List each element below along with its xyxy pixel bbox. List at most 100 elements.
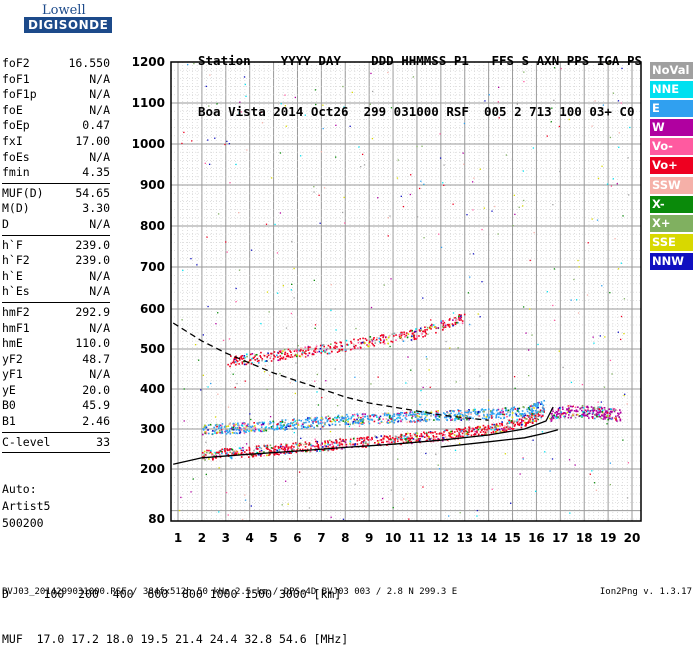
echo-point [309, 443, 311, 446]
echo-point [516, 418, 519, 421]
echo-point [613, 407, 616, 410]
echo-point [316, 450, 318, 452]
noise-point [629, 126, 631, 129]
echo-point [505, 423, 508, 425]
profile-dashed-profile [172, 322, 489, 421]
echo-point [304, 446, 307, 448]
echo-point [241, 354, 244, 357]
noise-point [320, 151, 323, 153]
echo-point [383, 339, 385, 341]
echo-point [390, 438, 392, 441]
echo-point [402, 340, 405, 342]
echo-point [273, 428, 276, 431]
echo-point [607, 418, 610, 421]
echo-point [342, 440, 344, 442]
echo-point [365, 437, 368, 439]
echo-point [533, 407, 535, 409]
echo-point [382, 418, 385, 420]
echo-point [252, 452, 254, 454]
noise-point [208, 105, 210, 107]
echo-point [341, 443, 343, 446]
param-value: N/A [89, 149, 110, 164]
echo-point [214, 424, 217, 427]
noise-point [387, 71, 389, 74]
noise-point [534, 490, 537, 493]
echo-point [587, 409, 589, 411]
echo-point [204, 432, 207, 435]
echo-point [418, 415, 421, 418]
noise-point [443, 184, 445, 186]
echo-point [315, 418, 318, 420]
noise-point [550, 121, 552, 123]
echo-point [446, 411, 448, 414]
echo-point [530, 411, 533, 413]
echo-point [302, 443, 305, 446]
echo-point [449, 435, 452, 437]
noise-point [183, 131, 185, 134]
echo-point [230, 451, 233, 454]
echo-point [284, 429, 286, 431]
echo-point [373, 414, 375, 416]
echo-point [397, 440, 399, 443]
echo-point [534, 414, 536, 417]
echo-point [512, 407, 515, 409]
echo-point [307, 349, 310, 351]
echo-point [207, 429, 209, 431]
echo-point [609, 410, 612, 413]
noise-point [334, 156, 337, 158]
noise-point [370, 72, 372, 75]
echo-point [361, 441, 363, 443]
echo-point [214, 432, 216, 434]
noise-point [610, 185, 613, 187]
noise-point [329, 430, 332, 433]
echo-point [393, 439, 395, 442]
echo-point [411, 417, 413, 419]
noise-point [279, 372, 281, 375]
echo-point [610, 411, 613, 413]
echo-point [261, 421, 264, 424]
echo-point [214, 456, 217, 459]
echo-point [511, 416, 514, 419]
echo-point [239, 431, 242, 434]
echo-point [312, 353, 315, 356]
noise-point [238, 212, 240, 214]
echo-point [315, 345, 318, 348]
echo-point [323, 345, 325, 348]
echo-point [422, 330, 424, 333]
echo-point [485, 418, 488, 420]
echo-point [444, 326, 447, 328]
noise-point [430, 319, 432, 321]
echo-point [344, 444, 347, 447]
echo-point [278, 359, 281, 362]
echo-point [476, 430, 478, 432]
echo-point [542, 411, 545, 413]
echo-point [307, 426, 309, 428]
echo-point [278, 448, 281, 451]
echo-point [468, 427, 471, 430]
echo-point [503, 428, 505, 431]
echo-point [297, 447, 299, 450]
echo-point [336, 441, 338, 443]
echo-point [256, 422, 259, 425]
echo-point [269, 420, 271, 423]
noise-point [343, 106, 345, 108]
noise-point [325, 380, 327, 382]
echo-point [373, 337, 375, 339]
noise-point [522, 457, 524, 459]
echo-point [598, 411, 601, 414]
echo-point [225, 428, 228, 430]
echo-point [329, 420, 332, 423]
echo-point [459, 413, 462, 415]
echo-point [361, 420, 364, 423]
echo-point [461, 435, 463, 438]
echo-point [435, 435, 438, 438]
echo-point [327, 419, 329, 421]
legend-noval: NoVal [650, 62, 693, 79]
muf-distance-row: D 100 200 400 600 800 1000 1500 3000 [km… [2, 587, 342, 601]
echo-point [528, 407, 531, 409]
echo-point [269, 357, 272, 360]
noise-point [282, 285, 285, 287]
echo-point [352, 343, 355, 346]
echo-point [481, 408, 484, 410]
echo-point [340, 345, 343, 347]
